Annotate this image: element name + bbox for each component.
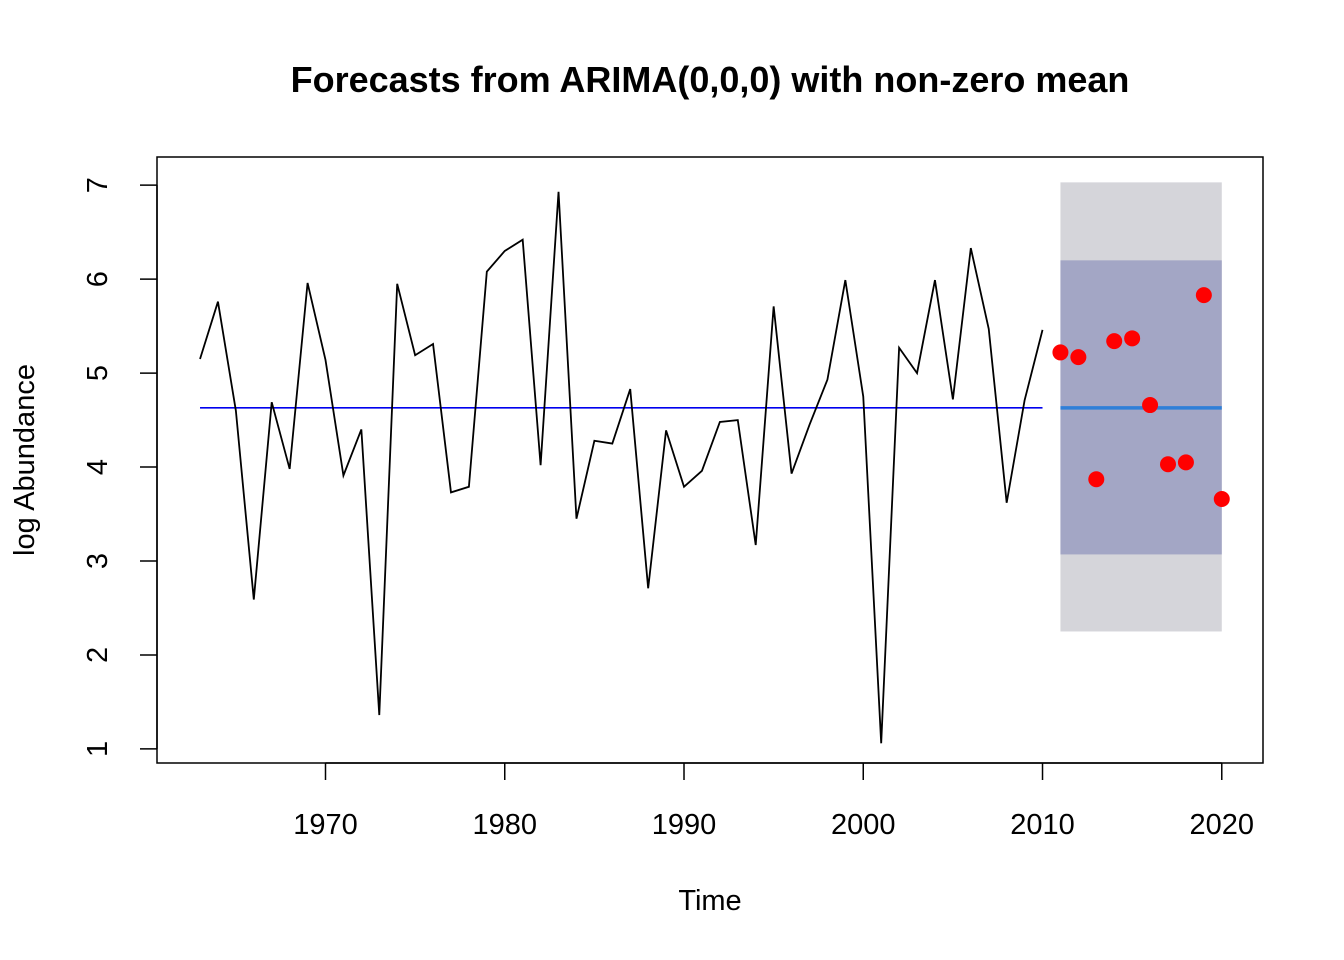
x-tick-label: 2000 [831,809,896,841]
x-tick-label: 1980 [472,809,537,841]
test-point [1124,330,1141,347]
test-point [1106,333,1123,350]
y-tick-label: 6 [82,271,114,287]
x-axis-label: Time [678,885,741,917]
test-point [1070,349,1087,366]
y-tick-label: 1 [82,741,114,757]
test-point [1088,471,1105,488]
y-tick-label: 3 [82,553,114,569]
observed-series-line [199,191,1044,744]
observed-series-layer [199,191,1044,744]
x-tick-label: 1970 [293,809,358,841]
x-tick-label: 2020 [1190,809,1255,841]
y-axis-label: log Abundance [9,364,41,556]
y-axis: 1 2 3 4 5 6 7 [82,177,158,757]
test-point [1052,344,1069,361]
y-tick-label: 2 [82,647,114,663]
test-point [1142,397,1159,414]
test-point [1177,454,1194,471]
x-tick-label: 1990 [652,809,717,841]
chart-title: Forecasts from ARIMA(0,0,0) with non-zer… [291,59,1130,100]
x-axis: 1970 1980 1990 2000 2010 2020 [293,762,1255,841]
test-points-layer [1052,287,1230,507]
test-point [1159,456,1176,473]
y-tick-label: 5 [82,365,114,381]
test-point [1195,287,1212,304]
x-tick-label: 2010 [1010,809,1075,841]
y-tick-label: 7 [82,177,114,193]
y-tick-label: 4 [82,459,114,475]
test-point [1213,490,1230,507]
